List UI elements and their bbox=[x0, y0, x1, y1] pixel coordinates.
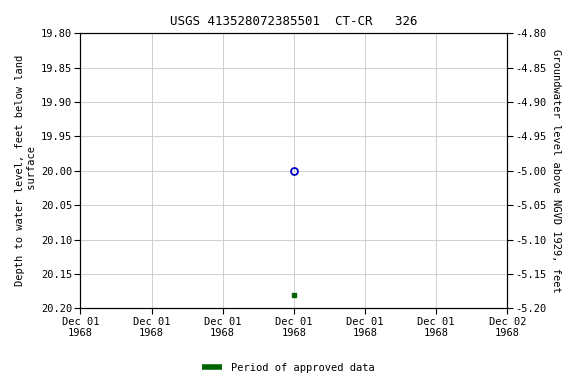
Title: USGS 413528072385501  CT-CR   326: USGS 413528072385501 CT-CR 326 bbox=[170, 15, 418, 28]
Y-axis label: Groundwater level above NGVD 1929, feet: Groundwater level above NGVD 1929, feet bbox=[551, 49, 561, 293]
Y-axis label: Depth to water level, feet below land
 surface: Depth to water level, feet below land su… bbox=[15, 55, 37, 286]
Legend: Period of approved data: Period of approved data bbox=[198, 359, 378, 377]
